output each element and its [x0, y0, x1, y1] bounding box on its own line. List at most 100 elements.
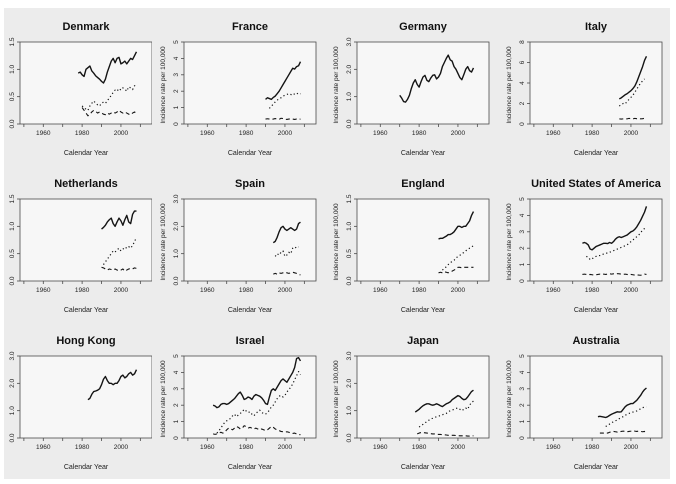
country-panel-svg: Australia Incidence rate per 100,000 1960 1… [506, 335, 663, 471]
y-tick-label: 1 [519, 419, 526, 423]
y-tick-label: 0 [173, 122, 180, 126]
y-tick-label: 3.0 [346, 351, 353, 360]
x-tick-label: 2000 [114, 287, 129, 294]
panel-title: France [232, 21, 268, 33]
y-axis-label: Incidence rate per 100,000 [506, 203, 513, 281]
series-dashed-line [416, 431, 474, 437]
series-dashed-line [582, 273, 647, 276]
panel-cell: England Incidence rate per 100,000 1960 198… [325, 165, 498, 322]
panel-cell: Australia Incidence rate per 100,000 1960 1… [498, 322, 670, 479]
series-solid-line [77, 51, 138, 84]
x-tick-label: 2000 [624, 444, 639, 451]
panel-title: Spain [235, 178, 265, 190]
y-tick-label: 1.0 [9, 406, 16, 415]
x-tick-label: 2000 [451, 444, 466, 451]
country-panel-svg: Italy Incidence rate per 100,000 1960 1980 2… [506, 21, 663, 157]
y-tick-label: 0 [173, 436, 180, 440]
plot-box [19, 41, 152, 125]
x-tick-label: 1960 [200, 444, 215, 451]
panel-cell: United States of America Incidence rate p… [498, 165, 670, 322]
y-tick-label: 0.0 [9, 276, 16, 285]
y-tick-label: 1.0 [9, 221, 16, 230]
y-tick-label: 0.0 [346, 433, 353, 442]
y-tick-label: 0.0 [173, 276, 180, 285]
y-tick-label: 0 [519, 436, 526, 440]
y-tick-label: 0.0 [9, 433, 16, 442]
y-tick-label: 3 [173, 73, 180, 77]
x-axis-label: Calendar Year [64, 307, 109, 314]
series-dotted-line [418, 400, 474, 428]
y-axis-label: Incidence rate per 100,000 [160, 203, 167, 281]
y-tick-label: 2 [519, 246, 526, 250]
y-tick-label: 0 [519, 279, 526, 283]
series-solid-line [265, 61, 302, 101]
x-tick-label: 1960 [200, 130, 215, 137]
x-tick-label: 2000 [278, 287, 293, 294]
y-axis-label: Incidence rate per 100,000 [506, 360, 513, 438]
y-tick-label: 3.0 [9, 351, 16, 360]
series-dashed-line [212, 425, 301, 436]
panel-cell: NetherlandsIncidence rate per 100,000196… [4, 165, 152, 322]
y-tick-label: 0.5 [9, 92, 16, 101]
x-axis-label: Calendar Year [64, 464, 109, 471]
country-panel-svg: Japan Incidence rate per 100,000 1960 1980 2… [333, 335, 490, 471]
x-tick-label: 1980 [412, 444, 427, 451]
panel-cell: Japan Incidence rate per 100,000 1960 1980 2… [325, 322, 498, 479]
y-tick-label: 4 [519, 81, 526, 85]
country-panel-svg: NetherlandsIncidence rate per 100,000196… [9, 178, 152, 314]
y-tick-label: 1 [519, 262, 526, 266]
x-axis-label: Calendar Year [64, 150, 109, 157]
series-dotted-line [586, 226, 647, 261]
x-tick-label: 1980 [412, 130, 427, 137]
y-tick-label: 3 [519, 387, 526, 391]
series-solid-line [272, 221, 301, 244]
panel-title: England [401, 178, 444, 190]
plot-box [183, 198, 317, 282]
x-tick-label: 1980 [239, 444, 254, 451]
y-tick-label: 5 [519, 354, 526, 358]
x-tick-label: 1960 [373, 130, 388, 137]
panel-cell: Germany Incidence rate per 100,000 1960 198… [325, 8, 498, 165]
y-tick-label: 1.5 [346, 194, 353, 203]
panel-cell: Hong KongIncidence rate per 100,00019601… [4, 322, 152, 479]
series-solid-line [87, 369, 138, 401]
country-panel-svg: DenmarkIncidence rate per 100,0001960198… [9, 21, 152, 157]
y-tick-label: 0.5 [9, 249, 16, 258]
x-tick-label: 2000 [278, 444, 293, 451]
y-tick-label: 4 [519, 213, 526, 217]
x-axis-label: Calendar Year [401, 464, 446, 471]
series-dashed-line [265, 117, 301, 120]
x-tick-label: 1960 [36, 130, 51, 137]
plot-box [183, 355, 317, 439]
x-tick-label: 2000 [114, 444, 129, 451]
plot-box [19, 198, 152, 282]
x-tick-label: 1980 [412, 287, 427, 294]
x-tick-label: 1980 [239, 130, 254, 137]
y-tick-label: 0 [519, 122, 526, 126]
y-tick-label: 1.5 [9, 194, 16, 203]
series-dotted-line [605, 406, 647, 428]
y-tick-label: 0.0 [346, 276, 353, 285]
country-panel-svg: Spain Incidence rate per 100,000 1960 1980 2… [160, 178, 317, 314]
x-tick-label: 1980 [75, 444, 90, 451]
y-tick-label: 1 [173, 105, 180, 109]
y-tick-label: 0.5 [346, 249, 353, 258]
plot-box [529, 198, 663, 282]
panel-cell: France Incidence rate per 100,000 1960 1980… [152, 8, 325, 165]
y-tick-label: 1 [173, 419, 180, 423]
panel-cell: Italy Incidence rate per 100,000 1960 1980 2… [498, 8, 670, 165]
y-tick-label: 3.0 [173, 194, 180, 203]
series-dotted-line [274, 246, 299, 258]
x-tick-label: 1960 [373, 287, 388, 294]
y-axis-label: Incidence rate per 100,000 [333, 360, 340, 438]
panel-cell: Spain Incidence rate per 100,000 1960 1980 2… [152, 165, 325, 322]
y-tick-label: 2 [519, 403, 526, 407]
x-tick-label: 1980 [75, 130, 90, 137]
panel-cell: DenmarkIncidence rate per 100,0001960198… [4, 8, 152, 165]
y-tick-label: 4 [173, 370, 180, 374]
plot-box [356, 198, 490, 282]
x-tick-label: 1960 [546, 444, 561, 451]
plot-box [529, 41, 663, 125]
series-dashed-line [438, 266, 474, 274]
panel-cell: Israel Incidence rate per 100,000 1960 1980… [152, 322, 325, 479]
